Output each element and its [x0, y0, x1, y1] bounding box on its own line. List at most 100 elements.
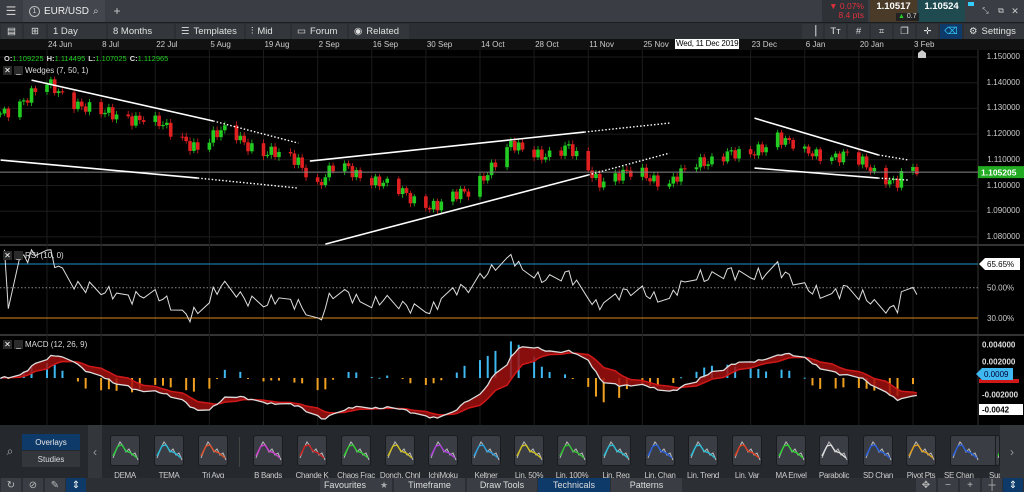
candle-body	[873, 168, 877, 171]
zoom-in-icon[interactable]: +	[960, 478, 980, 492]
remove-study-icon[interactable]: ✕	[3, 66, 12, 75]
candle-body	[250, 143, 254, 151]
mid-button[interactable]: ⫶Mid	[246, 24, 290, 39]
crosshair-icon[interactable]: ┼	[982, 478, 1002, 492]
study-thumb-b-bands[interactable]	[253, 435, 283, 466]
layers-icon[interactable]: ❐	[894, 24, 915, 39]
ban-icon[interactable]: ⊘	[23, 478, 43, 492]
tab-overlays[interactable]: Overlays	[22, 434, 80, 450]
study-thumb-lin-trend[interactable]	[688, 435, 718, 466]
macd-histogram-bar	[332, 378, 334, 380]
candle-body	[548, 150, 552, 157]
tab-technicals[interactable]: Technicals	[538, 478, 610, 492]
study-thumb-ma-envel[interactable]	[776, 435, 806, 466]
interval-select[interactable]: 1 Day	[48, 24, 106, 39]
minimize-study-icon[interactable]: _	[14, 251, 23, 260]
zoom-out-icon[interactable]: −	[938, 478, 958, 492]
pencil-icon[interactable]: ✎	[45, 478, 65, 492]
remove-study-icon[interactable]: ✕	[3, 251, 12, 260]
search-icon[interactable]: ⌕	[93, 6, 99, 17]
eye-icon: ◉	[354, 26, 362, 37]
tab-favourites[interactable]: Favourites★	[320, 478, 392, 492]
candle-body	[184, 137, 188, 141]
refresh-icon[interactable]: ↻	[1, 478, 21, 492]
study-thumb-se-chan[interactable]	[950, 435, 1000, 466]
add-tab-button[interactable]: +	[108, 0, 126, 22]
macd-histogram-bar	[100, 378, 102, 390]
study-thumb-keltner[interactable]	[471, 435, 501, 466]
minimize-study-icon[interactable]: _	[14, 66, 23, 75]
remove-study-icon[interactable]: ✕	[3, 340, 12, 349]
macd-histogram-bar	[425, 378, 427, 385]
candle-body	[293, 153, 297, 164]
date-tick-label: 19 Aug	[264, 40, 289, 49]
layout-grid-icon[interactable]: ⊞	[24, 24, 46, 39]
close-label: C:	[130, 54, 138, 63]
study-thumb-lin-100-[interactable]	[557, 435, 587, 466]
list-icon[interactable]: ▤	[1, 24, 22, 39]
candle-body	[266, 155, 270, 156]
price-axis[interactable]: 1.1500001.1400001.1300001.1200001.110000…	[978, 0, 1024, 425]
symbol-tab[interactable]: 1 EUR/USD ⌕	[23, 0, 105, 22]
chart-canvas[interactable]: 1.10520565.65%50.00%30.00%0.0040000.0020…	[0, 0, 1024, 425]
study-thumb-lin-var[interactable]	[732, 435, 762, 466]
tag-icon[interactable]: ⌫	[940, 24, 962, 39]
study-thumb-chaos-frac[interactable]	[341, 435, 371, 466]
candle-body	[699, 157, 703, 167]
grid-icon[interactable]: #	[848, 24, 869, 39]
rsi-label: RSI (10, 0)	[25, 251, 64, 260]
price-tick-label: 1.120000	[987, 129, 1020, 138]
study-thumb-lin-reg[interactable]	[601, 435, 631, 466]
menu-icon[interactable]: ☰	[0, 0, 22, 22]
macd-histogram-bar	[781, 370, 783, 378]
study-thumb-ichimoku[interactable]	[428, 435, 458, 466]
candle-body	[331, 166, 335, 172]
close-value: 1.112965	[138, 54, 169, 63]
candle-body	[702, 157, 706, 166]
scroll-right-icon[interactable]: ›	[1000, 425, 1024, 478]
text-size-icon[interactable]: Tт	[825, 24, 846, 39]
related-button[interactable]: ◉Related	[349, 24, 409, 39]
study-preview-icon	[951, 436, 979, 465]
study-thumb-dema[interactable]	[110, 435, 140, 466]
minimize-study-icon[interactable]: _	[14, 340, 23, 349]
macd-histogram-bar	[788, 371, 790, 378]
candle-body	[509, 141, 513, 147]
forum-button[interactable]: ▭Forum	[292, 24, 347, 39]
study-thumb-lin-50-[interactable]	[514, 435, 544, 466]
fit-icon[interactable]: ✥	[916, 478, 936, 492]
tab-timeframe[interactable]: Timeframe	[394, 478, 465, 492]
study-thumb-tri-avg[interactable]	[198, 435, 228, 466]
study-thumb-sd-chan[interactable]	[863, 435, 893, 466]
price-tick-label: 1.110000	[987, 155, 1020, 164]
study-preview-icon	[602, 436, 630, 465]
date-tick-label: 28 Oct	[535, 40, 559, 49]
crosshair-tool-icon[interactable]: ✛	[917, 24, 938, 39]
date-tick-label: 23 Dec	[752, 40, 777, 49]
expand-collapse-icon[interactable]: ⇕	[66, 478, 86, 492]
tab-patterns[interactable]: Patterns	[611, 478, 682, 492]
templates-button[interactable]: ☰Templates	[176, 24, 244, 39]
macd-histogram-bar	[185, 378, 187, 390]
price-scale-icon[interactable]: ▕	[802, 24, 823, 39]
scroll-left-icon[interactable]: ‹	[88, 425, 102, 478]
study-thumb-donch-chnl[interactable]	[385, 435, 415, 466]
candle-body	[683, 168, 687, 169]
study-preview-icon	[515, 436, 543, 465]
study-thumb-parabolic[interactable]	[819, 435, 849, 466]
candle-body	[478, 176, 482, 197]
buy-button[interactable]: 1.10524	[918, 0, 965, 22]
study-thumb-tema[interactable]	[154, 435, 184, 466]
tab-draw-tools[interactable]: Draw Tools	[467, 478, 537, 492]
range-select[interactable]: 8 Months	[108, 24, 174, 39]
candle-body	[621, 170, 625, 181]
macd-histogram-bar	[386, 376, 388, 378]
tab-studies[interactable]: Studies	[22, 451, 80, 467]
study-thumb-chande-k[interactable]	[297, 435, 327, 466]
study-thumb-lin-chan[interactable]	[645, 435, 675, 466]
candle-body	[648, 178, 652, 181]
search-icon[interactable]: ⌕	[0, 425, 20, 478]
scale-icon[interactable]: ⇕	[1003, 478, 1023, 492]
study-thumb-pivot-pts[interactable]	[906, 435, 936, 466]
draw-grid-icon[interactable]: ⌗	[871, 24, 892, 39]
